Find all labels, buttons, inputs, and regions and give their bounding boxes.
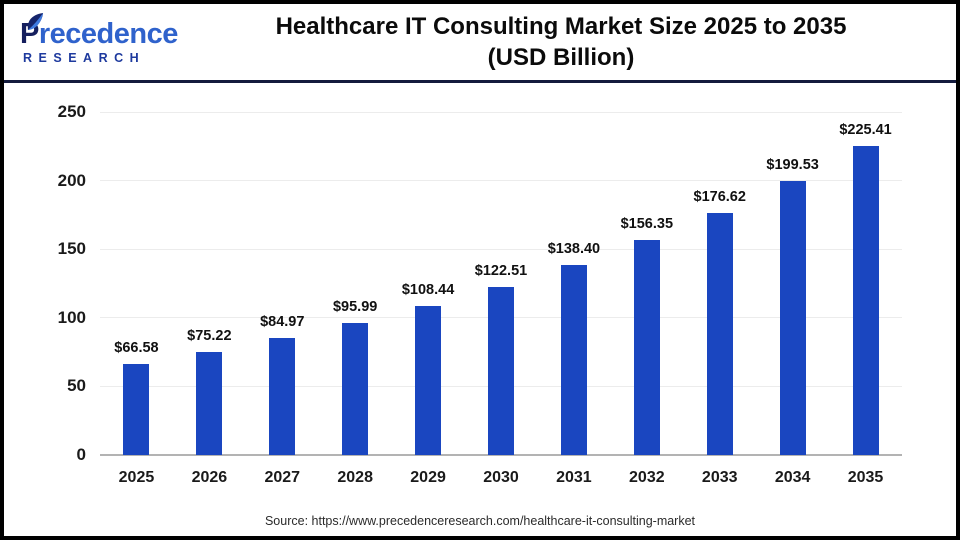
bar-value-label-2025: $66.58 [114, 339, 159, 356]
header: Precedence RESEARCH Healthcare IT Consul… [4, 4, 956, 83]
bar-value-label-2029: $108.44 [401, 282, 455, 299]
bar-2029 [415, 306, 442, 455]
bar-2025 [123, 363, 150, 455]
logo-brand-text: Precedence [20, 18, 178, 50]
bar-chart: 0 50 100 150 200 250 $66.58 2025 $75.22 2026 $84.9… [4, 83, 956, 536]
bar-2031 [560, 265, 587, 455]
chart-title: Healthcare IT Consulting Market Size 202… [174, 11, 956, 73]
x-tick-label-2035: 2035 [847, 469, 884, 486]
x-tick-label-2026: 2026 [191, 469, 228, 486]
bar-value-label-2032: $156.35 [620, 216, 674, 233]
x-tick-label-2032: 2032 [629, 469, 665, 486]
y-tick-label-50: 50 [67, 376, 86, 396]
chart-title-line2: (USD Billion) [487, 44, 635, 71]
y-tick-label-200: 200 [57, 170, 86, 190]
x-tick-label-2030: 2030 [483, 469, 519, 486]
gridline-y200 [100, 180, 902, 182]
gridline-y150 [100, 248, 902, 250]
bar-2028 [342, 323, 369, 455]
bar-2026 [196, 351, 223, 455]
leaf-icon [27, 12, 44, 42]
bar-value-label-2027: $84.97 [260, 314, 305, 331]
bar-value-label-2034: $199.53 [766, 157, 819, 174]
y-tick-label-250: 250 [57, 102, 86, 121]
bar-value-label-2031: $138.40 [547, 241, 601, 258]
bar-value-label-2033: $176.62 [693, 188, 746, 205]
bar-value-label-2035: $225.41 [839, 121, 892, 138]
logo-research-text: RESEARCH [23, 51, 146, 65]
bar-2032 [633, 240, 660, 455]
bar-value-label-2030: $122.51 [474, 262, 528, 279]
y-tick-label-150: 150 [57, 239, 86, 259]
bar-value-label-2028: $95.99 [332, 299, 378, 316]
bar-value-label-2026: $75.22 [187, 327, 232, 344]
x-tick-label-2033: 2033 [701, 469, 738, 486]
bar-2027 [269, 338, 296, 455]
y-tick-label-0: 0 [76, 445, 86, 464]
x-axis-line [100, 454, 902, 456]
chart-title-line1: Healthcare IT Consulting Market Size 202… [275, 13, 847, 40]
bar-2035 [852, 145, 879, 455]
gridline-y250 [100, 111, 902, 113]
x-tick-label-2025: 2025 [118, 469, 155, 486]
y-tick-label-100: 100 [57, 307, 86, 327]
precedence-research-logo: Precedence RESEARCH [4, 13, 178, 65]
bar-2033 [706, 212, 733, 455]
x-tick-label-2028: 2028 [337, 469, 373, 486]
bar-2030 [488, 286, 514, 455]
x-tick-label-2027: 2027 [264, 469, 301, 486]
x-tick-label-2031: 2031 [556, 469, 592, 486]
x-tick-label-2034: 2034 [774, 469, 811, 486]
source-caption: Source: https://www.precedenceresearch.c… [264, 514, 696, 528]
x-tick-label-2029: 2029 [410, 469, 446, 486]
bar-2034 [779, 181, 806, 455]
logo-wordmark: Precedence [20, 13, 178, 50]
